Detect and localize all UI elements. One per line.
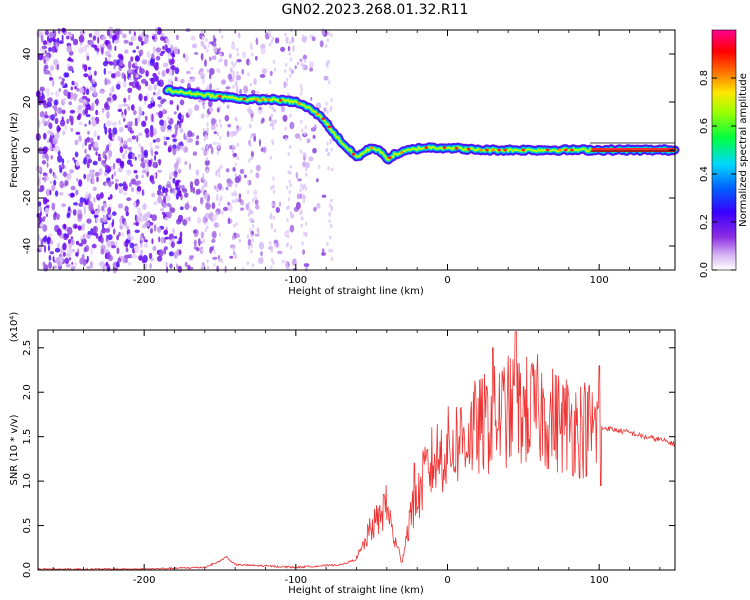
top-x-axis-label: Height of straight line (km) [288, 286, 424, 297]
top-y-ticks: -40 -20 0 20 40 [22, 48, 675, 254]
y-tick-label: 0.0 [22, 562, 33, 578]
bottom-y-axis-label: SNR (10 * v/v) [9, 414, 20, 485]
colorbar-gradient [712, 30, 736, 270]
exponent-label: (x10⁴) [9, 312, 20, 343]
bottom-x-axis-label: Height of straight line (km) [288, 585, 424, 596]
colorbar-label: Normalized spectral amplitude [738, 73, 749, 227]
x-tick-label: 0 [444, 575, 450, 586]
y-tick-label: 1.5 [22, 429, 33, 445]
y-tick-label: -40 [22, 238, 33, 254]
y-tick-label: 0.5 [22, 518, 33, 534]
colorbar-tick-label: 0.0 [699, 262, 710, 278]
frequency-ridge [162, 84, 680, 165]
x-tick-label: -100 [284, 575, 307, 586]
x-tick-label: -100 [284, 275, 307, 286]
y-tick-label: 2.0 [22, 384, 33, 400]
y-tick-label: 2.5 [22, 340, 33, 356]
noise-dots [35, 26, 334, 274]
x-tick-label: -200 [133, 575, 156, 586]
snr-panel: -200 -100 0 100 0.0 0.5 1.0 1.5 2.0 2.5 Height o… [9, 312, 676, 596]
colorbar-tick-label: 0.4 [699, 166, 710, 182]
snr-background [38, 330, 675, 570]
colorbar-tick-label: 0.8 [699, 70, 710, 86]
top-x-ticks: -200 -100 0 100 [52, 30, 661, 286]
bottom-y-ticks: 0.0 0.5 1.0 1.5 2.0 2.5 [22, 340, 675, 578]
y-tick-label: 20 [22, 96, 33, 109]
x-tick-label: 0 [444, 275, 450, 286]
x-tick-label: 100 [590, 575, 609, 586]
y-tick-label: 0 [22, 147, 33, 153]
x-tick-label: -200 [133, 275, 156, 286]
colorbar-tick-label: 0.2 [699, 214, 710, 230]
colorbar-tick-label: 0.6 [699, 118, 710, 134]
colorbar-frame [711, 29, 737, 271]
colorbar: 0.0 0.2 0.4 0.6 0.8 Normalized spectral ampl… [699, 29, 749, 278]
y-tick-label: 40 [22, 48, 33, 61]
bottom-x-ticks: -200 -100 0 100 [52, 330, 661, 586]
y-tick-label: 1.0 [22, 473, 33, 489]
chart-title: GN02.2023.268.01.32.R11 [281, 2, 469, 18]
y-tick-label: -20 [22, 190, 33, 206]
x-tick-label: 100 [590, 275, 609, 286]
colorbar-ticks: 0.0 0.2 0.4 0.6 0.8 [699, 70, 736, 278]
top-y-axis-label: Frequency (Hz) [9, 112, 20, 188]
